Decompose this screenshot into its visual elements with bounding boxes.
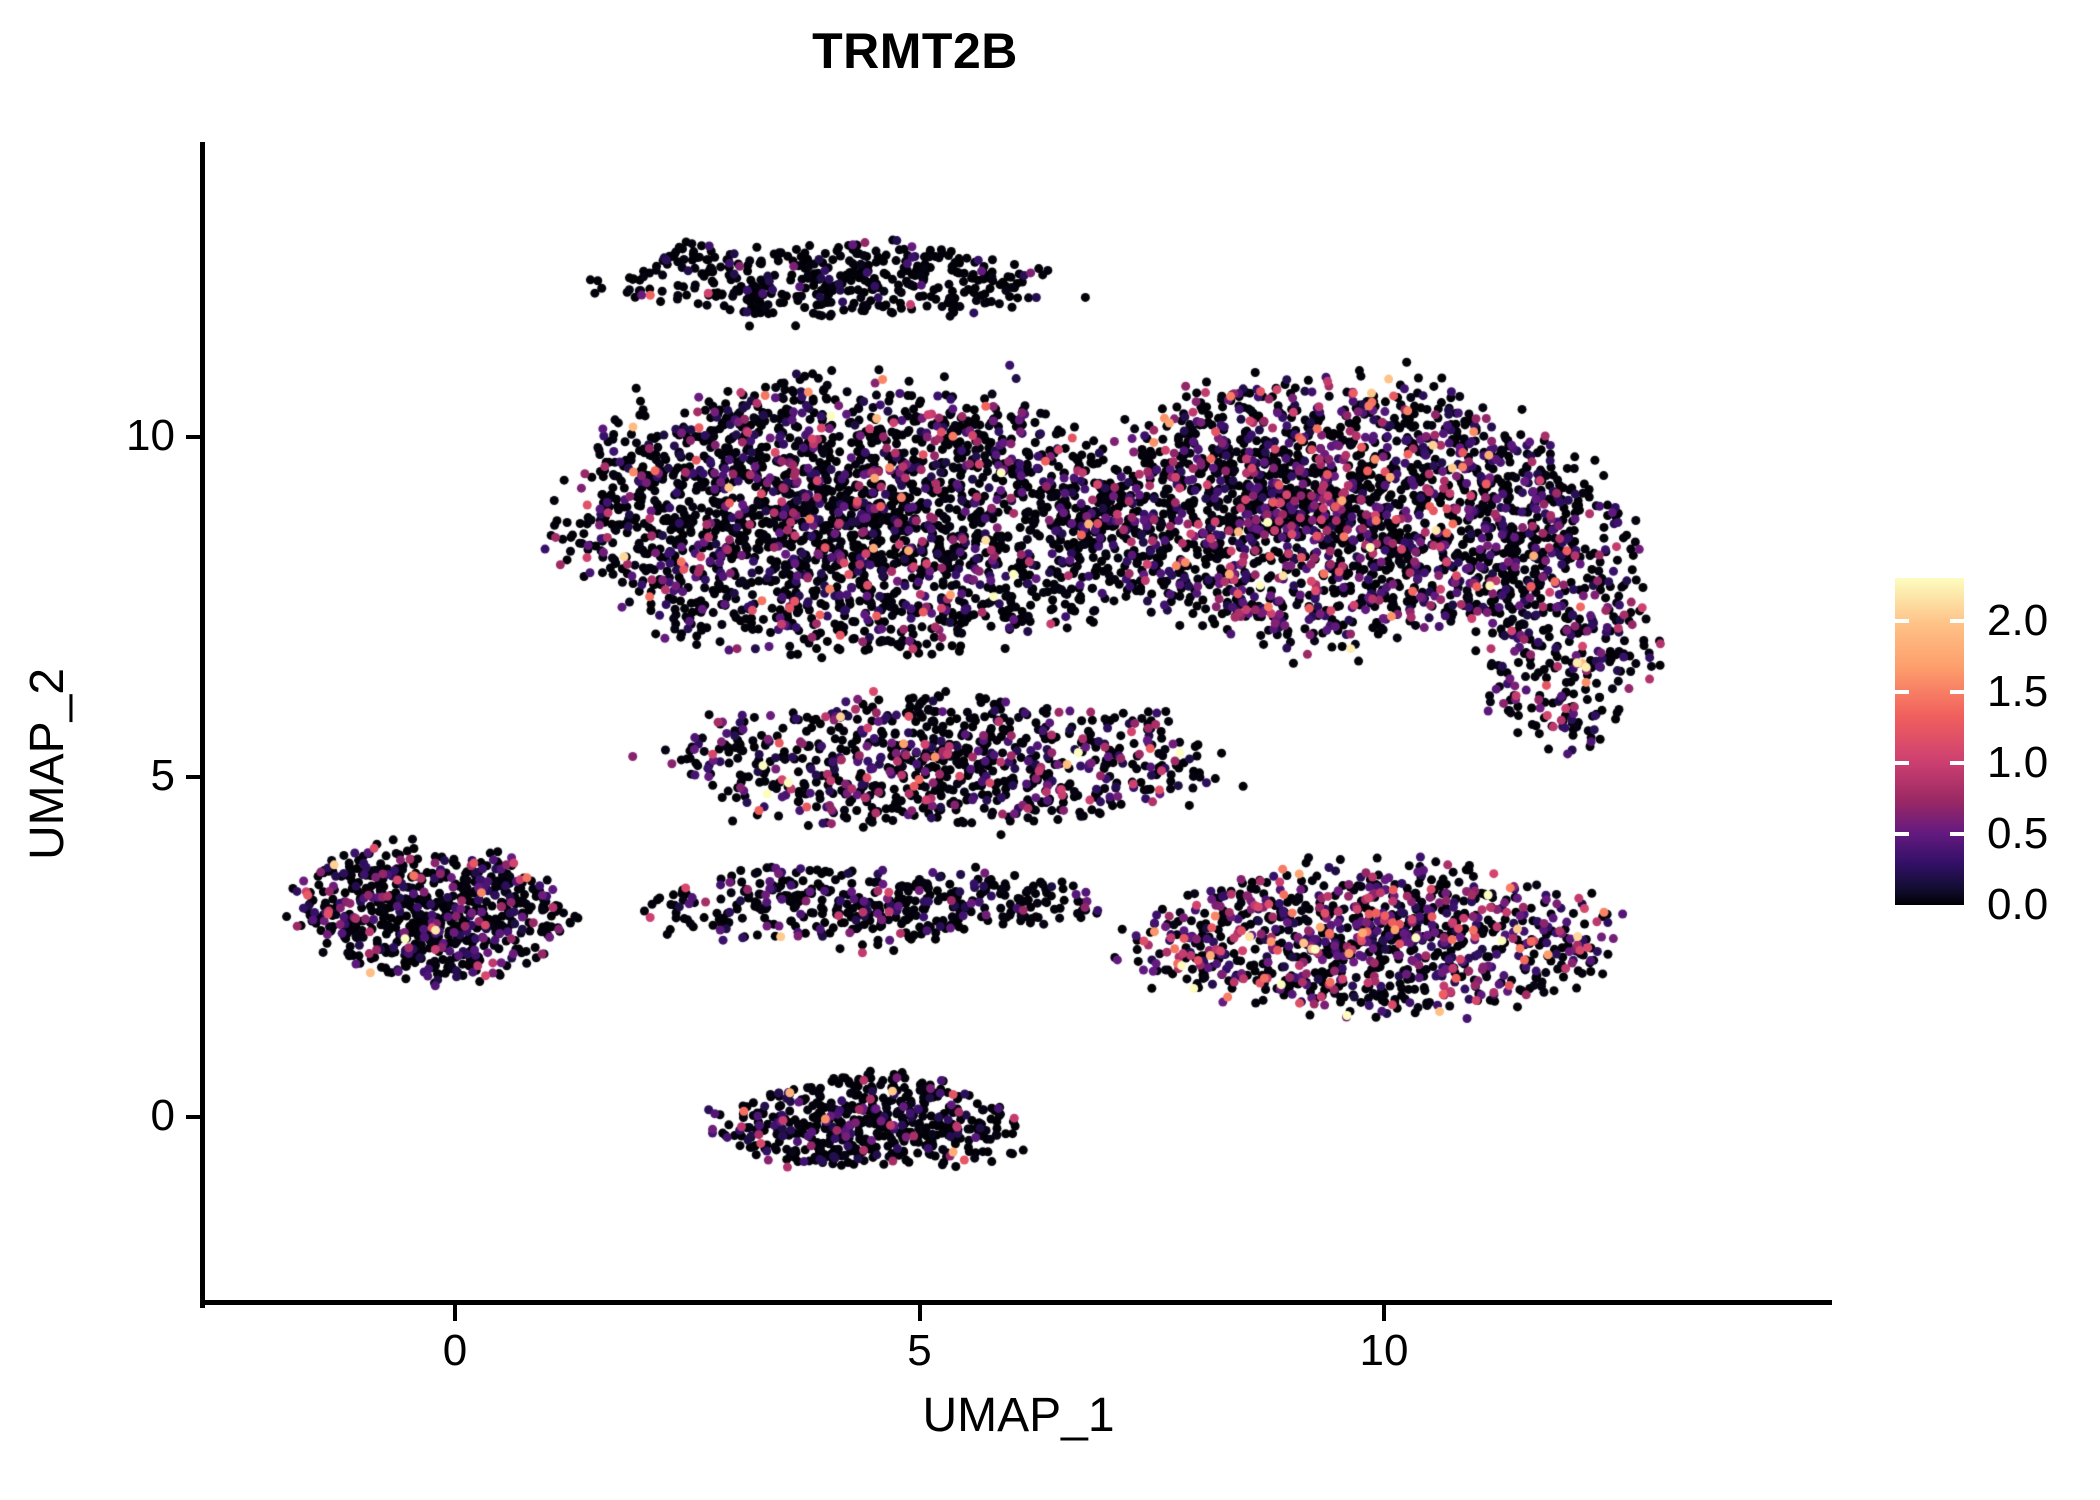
colorbar-gradient [1895,578,1964,905]
x-tick-label: 10 [1359,1326,1409,1375]
colorbar-tick-mark [1950,618,1964,623]
x-tick-mark [1382,1305,1386,1321]
colorbar-tick-mark [1950,831,1964,836]
y-tick-mark [186,435,201,439]
y-tick-label: 5 [150,751,175,800]
colorbar-tick-mark [1950,689,1964,694]
page-title: TRMT2B [812,23,1018,79]
colorbar-label: 1.0 [1987,737,2049,787]
colorbar-tick-mark [1895,831,1909,836]
x-tick-label: 5 [907,1326,932,1375]
x-tick-mark [453,1305,457,1321]
y-tick-mark [186,1115,201,1119]
colorbar-label: 0.5 [1987,808,2049,858]
x-axis-line [200,1300,1832,1305]
y-tick-mark [186,775,201,779]
plot-panel [205,142,1832,1303]
scatter-points-layer [205,142,1832,1303]
x-tick-label: 0 [442,1326,468,1375]
colorbar-label: 2.0 [1987,595,2049,645]
colorbar-tick-mark [1895,689,1909,694]
x-axis-title: UMAP_1 [922,1389,1115,1442]
y-tick-label: 10 [126,411,175,460]
colorbar-tick-mark [1895,618,1909,623]
y-axis-title: UMAP_2 [21,667,74,860]
colorbar-legend: 2.0 1.5 1.0 0.5 0.0 [1895,578,2075,927]
colorbar-label: 0.0 [1987,880,2049,929]
colorbar-tick-mark [1895,760,1909,765]
y-axis-line [200,142,205,1308]
colorbar-label: 1.5 [1987,666,2049,716]
colorbar-tick-mark [1950,760,1964,765]
x-tick-mark [917,1305,922,1321]
y-tick-label: 0 [150,1091,175,1140]
